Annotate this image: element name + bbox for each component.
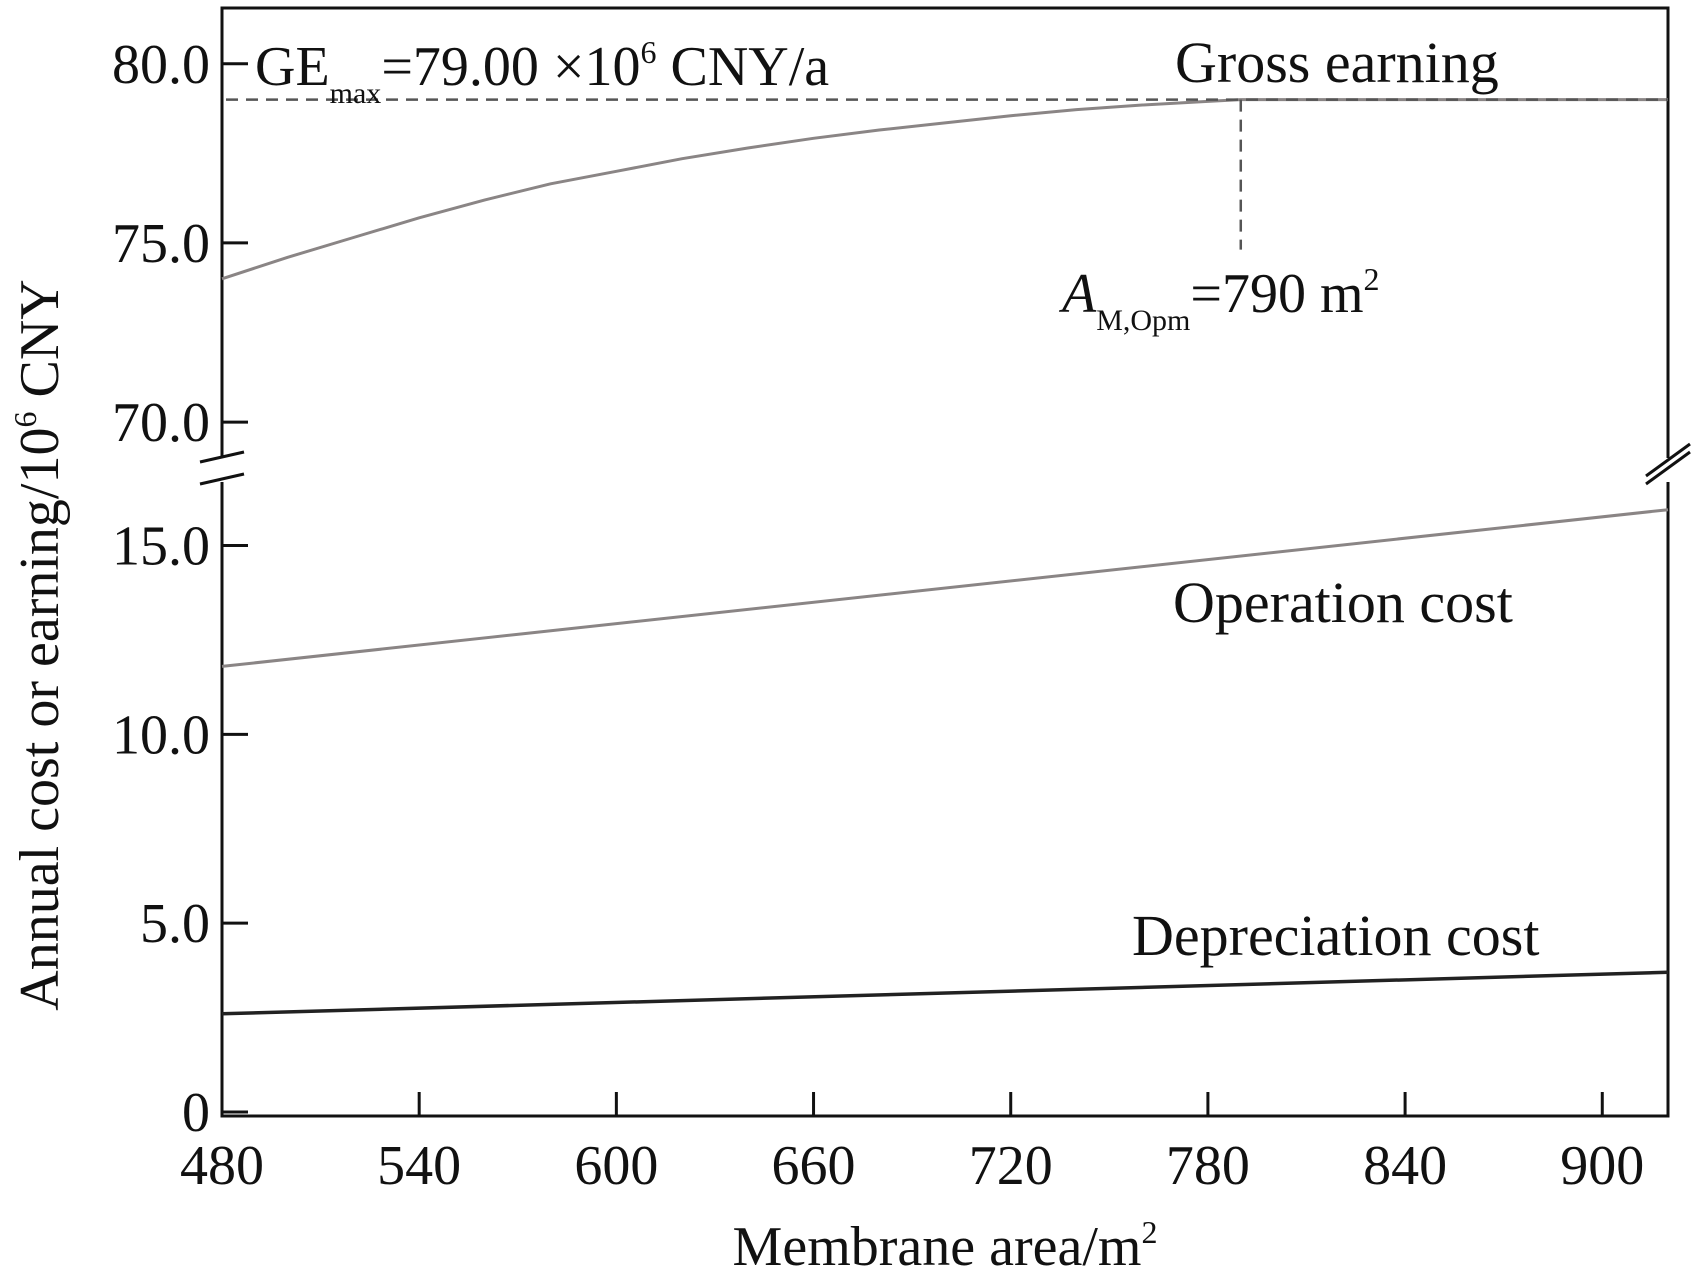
x-axis-ticks: 480 540 600 660 720 780 840 900	[180, 1092, 1644, 1197]
plot-frame	[220, 6, 1670, 1118]
operation-cost-line	[221, 508, 1669, 668]
x-tick-label: 720	[969, 1135, 1053, 1197]
y-axis-title: Annual cost or earning/106 CNY	[7, 279, 71, 1010]
y-axis-ticks: 0 5.0 10.0 15.0 70.0 75.0 80.0	[112, 34, 248, 1144]
optimal-area-label: AM,Opm=790 m2	[1058, 261, 1380, 337]
y-tick-label: 10.0	[112, 704, 210, 766]
y-tick-label: 80.0	[112, 34, 210, 96]
series-label-depreciation-cost: Depreciation cost	[1132, 903, 1539, 968]
axis-break-right	[1645, 442, 1691, 486]
y-tick-label: 0	[182, 1082, 210, 1144]
depreciation-cost-line	[221, 970, 1669, 1016]
series-label-gross-earning: Gross earning	[1175, 30, 1499, 95]
x-tick-label: 600	[574, 1135, 658, 1197]
y-tick-label: 75.0	[112, 213, 210, 275]
x-tick-label: 840	[1363, 1135, 1447, 1197]
y-tick-label: 70.0	[112, 392, 210, 454]
x-tick-label: 900	[1560, 1135, 1644, 1197]
y-tick-label: 15.0	[112, 516, 210, 578]
x-axis-title: Membrane area/m2	[733, 1214, 1158, 1278]
x-tick-label: 480	[180, 1135, 264, 1197]
x-tick-label: 660	[772, 1135, 856, 1197]
ge-max-label: GEmax=79.00 ×106 CNY/a	[255, 34, 829, 110]
gross-earning-line	[221, 98, 1668, 281]
x-tick-label: 780	[1166, 1135, 1250, 1197]
series-group	[221, 98, 1669, 1016]
y-tick-label: 5.0	[140, 893, 210, 955]
axis-break-left	[199, 450, 245, 486]
series-label-operation-cost: Operation cost	[1173, 570, 1513, 635]
x-tick-label: 540	[377, 1135, 461, 1197]
